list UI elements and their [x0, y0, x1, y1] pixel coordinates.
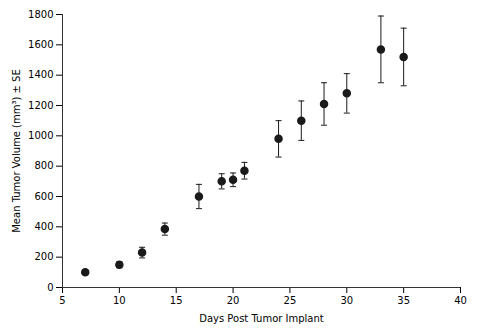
svg-text:20: 20: [227, 295, 240, 306]
svg-text:5: 5: [59, 295, 65, 306]
svg-text:1000: 1000: [28, 130, 53, 141]
svg-text:1200: 1200: [28, 100, 53, 111]
svg-text:600: 600: [34, 191, 53, 202]
svg-text:800: 800: [34, 160, 53, 171]
svg-text:15: 15: [170, 295, 183, 306]
svg-text:0: 0: [47, 282, 53, 293]
svg-text:Mean Tumor Volume (mm³) ± SE: Mean Tumor Volume (mm³) ± SE: [11, 69, 22, 233]
svg-text:Days Post Tumor Implant: Days Post Tumor Implant: [199, 313, 324, 324]
svg-text:10: 10: [113, 295, 126, 306]
svg-text:30: 30: [340, 295, 353, 306]
svg-text:35: 35: [397, 295, 410, 306]
svg-text:1600: 1600: [28, 39, 53, 50]
svg-text:25: 25: [284, 295, 297, 306]
svg-text:200: 200: [34, 251, 53, 262]
svg-text:40: 40: [454, 295, 467, 306]
svg-text:400: 400: [34, 221, 53, 232]
svg-text:1800: 1800: [28, 9, 53, 20]
svg-text:1400: 1400: [28, 69, 53, 80]
